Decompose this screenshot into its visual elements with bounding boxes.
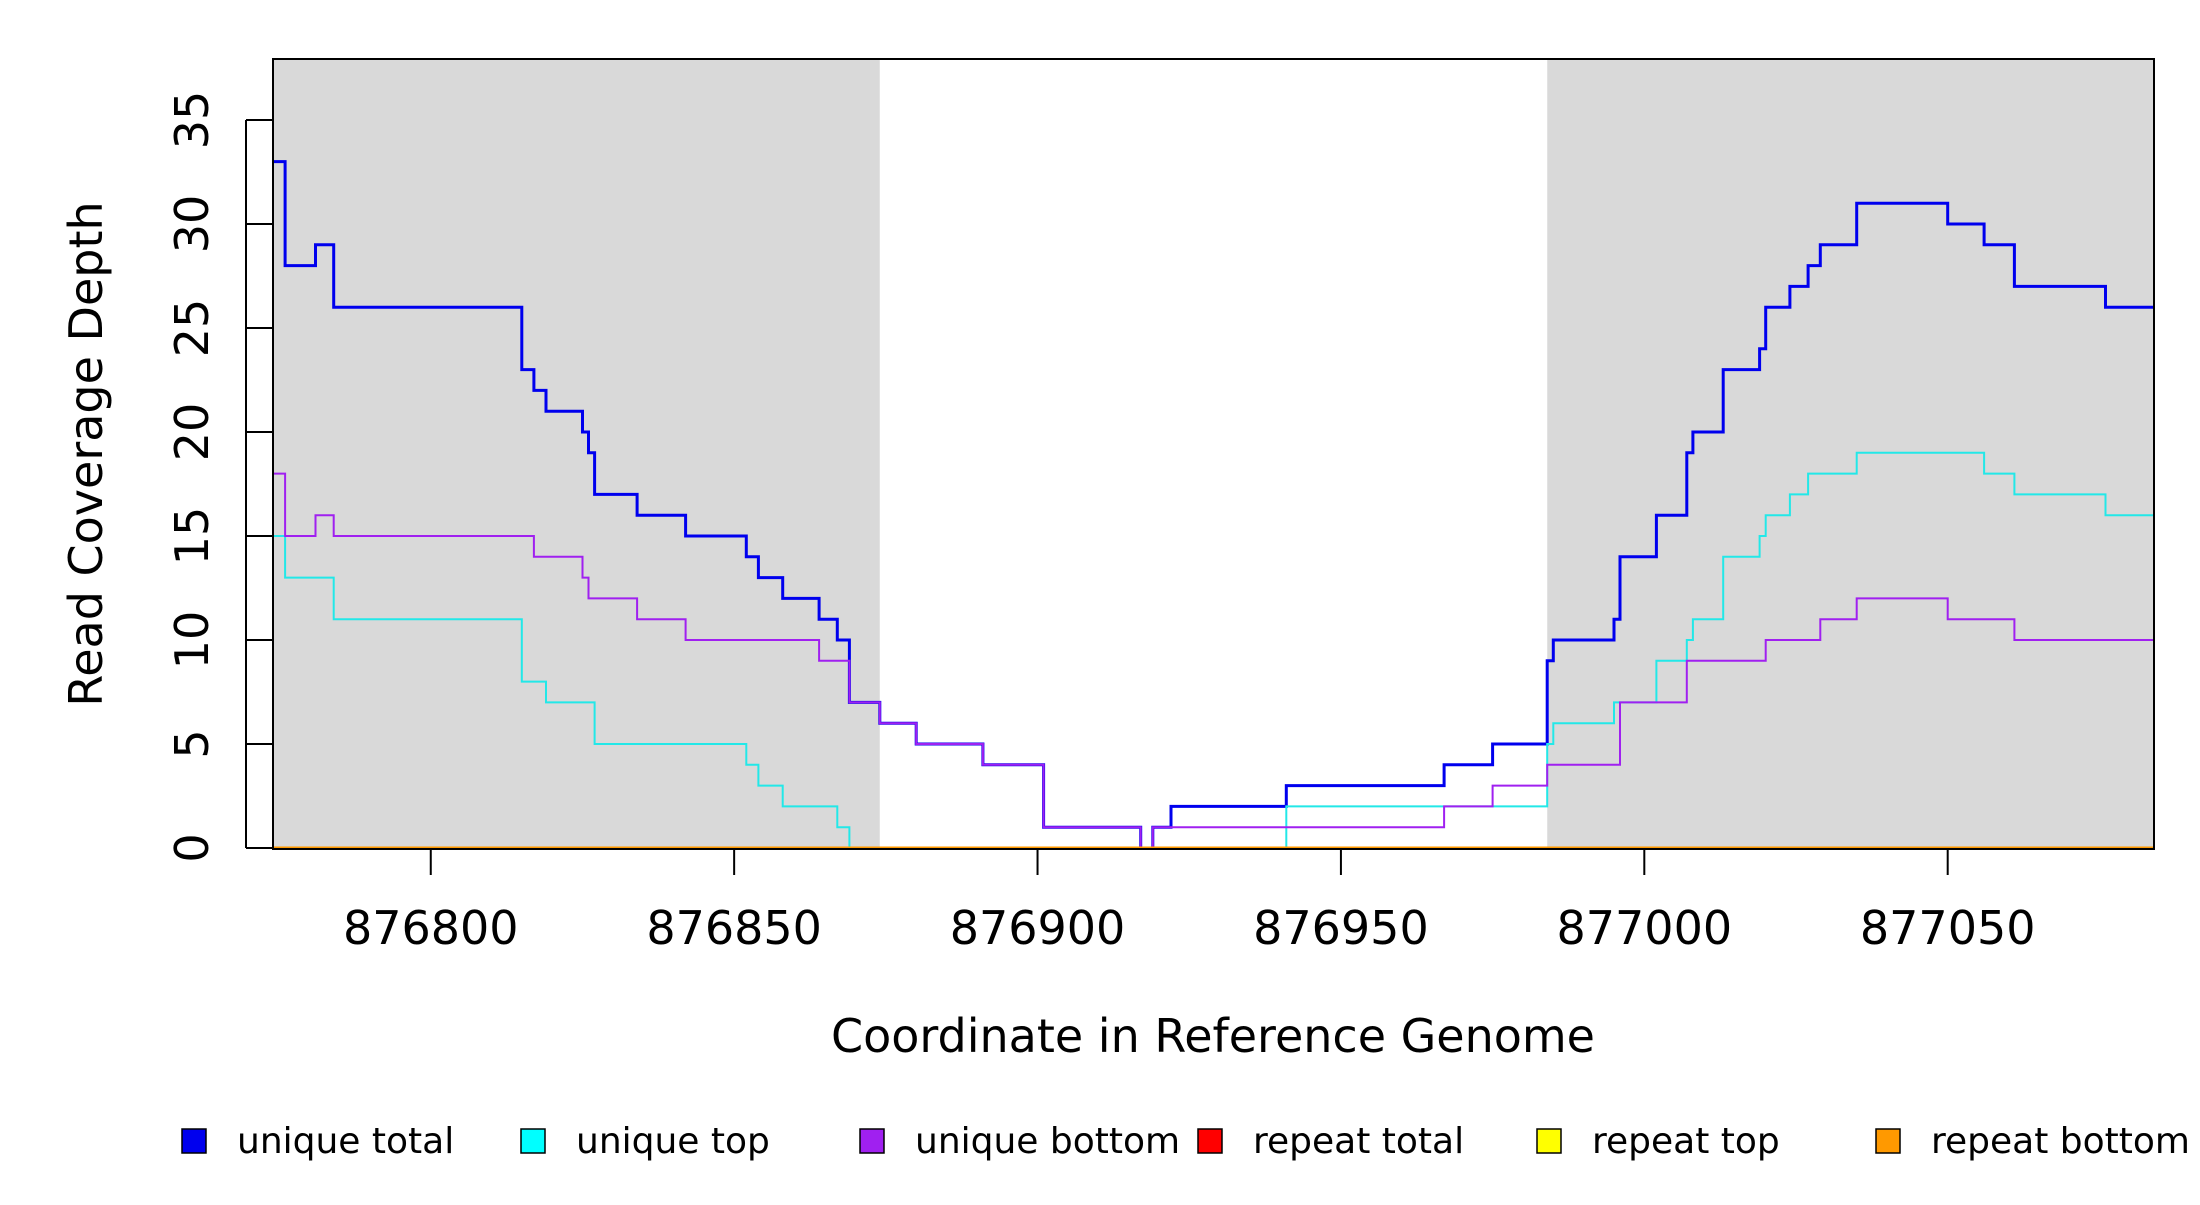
x-tick-label: 876950 [1253, 901, 1429, 955]
legend-swatch [1536, 1128, 1562, 1154]
legend-label: repeat bottom [1931, 1121, 2190, 1162]
legend-label: unique total [237, 1121, 454, 1162]
x-axis-title: Coordinate in Reference Genome [831, 1009, 1595, 1063]
legend-label: unique bottom [915, 1121, 1180, 1162]
y-tick-label: 0 [165, 833, 219, 862]
y-tick-label: 15 [165, 507, 219, 566]
series-line-unique-top [273, 451, 2154, 849]
y-tick-label: 30 [165, 195, 219, 254]
y-tick-label: 25 [165, 299, 219, 358]
y-tick-label: 35 [165, 91, 219, 150]
legend-label: unique top [576, 1121, 770, 1162]
y-tick-label: 10 [165, 611, 219, 670]
legend-swatch [859, 1128, 885, 1154]
series-line-unique-bottom [273, 472, 2154, 849]
legend-swatch [1875, 1128, 1901, 1154]
legend-swatch [520, 1128, 546, 1154]
y-tick-label: 5 [165, 729, 219, 758]
shaded-region [1547, 59, 2154, 849]
x-tick-label: 876900 [950, 901, 1126, 955]
shaded-regions [273, 59, 2154, 849]
y-tick-label: 20 [165, 403, 219, 462]
legend-swatch [1197, 1128, 1223, 1154]
x-tick-label: 876800 [343, 901, 519, 955]
x-tick-label: 876850 [646, 901, 822, 955]
x-axis: 876800 876850 876900 876950 877000 877050 [343, 848, 2036, 955]
x-tick-label: 877050 [1860, 901, 2036, 955]
y-axis: 0 5 10 15 20 25 30 35 [165, 91, 273, 863]
legend-label: repeat total [1253, 1121, 1464, 1162]
y-axis-title: Read Coverage Depth [59, 201, 113, 706]
shaded-region [273, 59, 880, 849]
legend: unique total unique top unique bottom repea… [181, 1121, 2190, 1162]
legend-label: repeat top [1592, 1121, 1780, 1162]
legend-swatch [181, 1128, 207, 1154]
x-tick-label: 877000 [1557, 901, 1733, 955]
